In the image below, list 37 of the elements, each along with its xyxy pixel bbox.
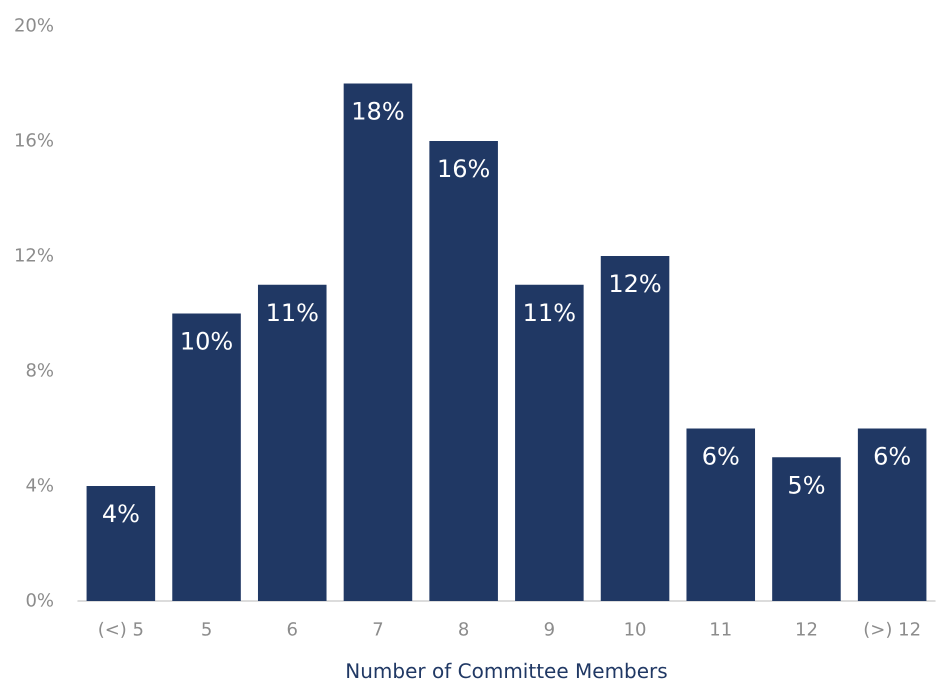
y-tick-label: 16%: [14, 130, 54, 152]
bar: [858, 428, 926, 601]
x-tick-label: 9: [544, 620, 556, 640]
bar: [686, 428, 756, 601]
x-tick-label: 6: [286, 620, 298, 640]
bar: [772, 457, 841, 601]
x-tick-label: 12: [794, 620, 818, 640]
data-label: 4%: [102, 500, 140, 528]
data-label: 11%: [522, 298, 576, 327]
data-label: 6%: [873, 442, 912, 470]
x-tick-label: (<) 5: [98, 620, 144, 640]
bar: [258, 284, 327, 601]
bar: [515, 284, 584, 601]
bar: [600, 256, 670, 601]
data-label: 10%: [180, 328, 234, 356]
data-label: 12%: [608, 270, 662, 298]
x-tick-label: (>) 12: [863, 620, 922, 640]
data-label: 11%: [266, 298, 319, 327]
y-tick-label: 4%: [25, 476, 54, 496]
x-axis-title: Number of Committee Members: [345, 659, 668, 683]
bar: [344, 84, 412, 601]
data-label: 16%: [436, 155, 490, 183]
data-label: 5%: [787, 471, 826, 500]
x-tick-label: 8: [458, 620, 470, 640]
x-tick-label: 7: [372, 620, 384, 640]
data-label: 6%: [702, 442, 740, 470]
bar: [86, 486, 156, 601]
data-label: 18%: [351, 98, 405, 126]
x-tick-label: 10: [624, 620, 647, 640]
y-tick-label: 8%: [25, 360, 54, 382]
y-tick-label: 0%: [25, 590, 54, 612]
x-tick-label: 5: [200, 620, 212, 640]
y-tick-label: 20%: [14, 16, 54, 36]
x-tick-label: 11: [709, 620, 732, 640]
y-tick-label: 12%: [14, 246, 54, 266]
bar: [429, 141, 498, 601]
bar: [172, 314, 241, 601]
